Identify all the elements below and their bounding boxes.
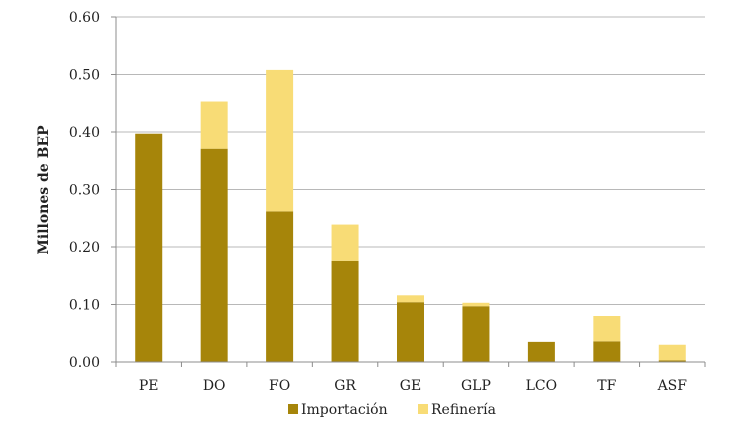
bars (135, 69, 686, 362)
bar-refineria-do (200, 101, 228, 149)
bar-refineria-asf (658, 344, 686, 361)
y-tick-label: 0.20 (69, 240, 100, 256)
bar-importacion-lco (527, 341, 555, 362)
y-tick-label: 0.10 (69, 298, 100, 314)
bar-refineria-fo (266, 69, 294, 212)
legend: Importación Refinería (288, 402, 496, 418)
bar-importacion-gr (331, 260, 359, 362)
bar-importacion-tf (593, 341, 621, 362)
bar-refineria-glp (462, 302, 490, 307)
x-tick-label: DO (203, 378, 226, 394)
bar-importacion-glp (462, 306, 490, 362)
bar-importacion-asf (658, 360, 686, 362)
legend-label-importacion: Importación (301, 402, 388, 418)
x-tick-label: PE (139, 378, 159, 394)
bar-importacion-fo (266, 211, 294, 362)
bar-refineria-gr (331, 224, 359, 261)
bar-importacion-ge (397, 302, 424, 362)
bar-importacion-do (200, 148, 228, 362)
y-tick-label: 0.30 (69, 183, 100, 199)
bar-refineria-tf (593, 316, 621, 342)
y-tick-label: 0.00 (69, 355, 100, 371)
x-tick-label: GE (400, 378, 421, 394)
x-tick-label: FO (269, 378, 290, 394)
y-tick-label: 0.50 (69, 68, 100, 84)
legend-swatch-importacion (288, 404, 298, 414)
x-tick-label: GR (334, 378, 356, 394)
legend-label-refineria: Refinería (431, 402, 496, 418)
y-tick-label: 0.40 (69, 125, 100, 141)
y-axis-title: Millones de BEP (36, 125, 52, 255)
x-tick-label: LCO (526, 378, 558, 394)
x-tick-label: TF (597, 378, 616, 394)
bar-refineria-ge (397, 295, 424, 303)
y-tick-label: 0.60 (69, 10, 100, 26)
x-tick-label: GLP (461, 378, 491, 394)
bar-importacion-pe (135, 133, 163, 362)
x-tick-label: ASF (657, 378, 688, 394)
legend-swatch-refineria (418, 404, 428, 414)
axes: 0.00 0.10 0.20 0.30 0.40 0.50 0.60 PE DO FO GR GE GL… (69, 10, 706, 394)
